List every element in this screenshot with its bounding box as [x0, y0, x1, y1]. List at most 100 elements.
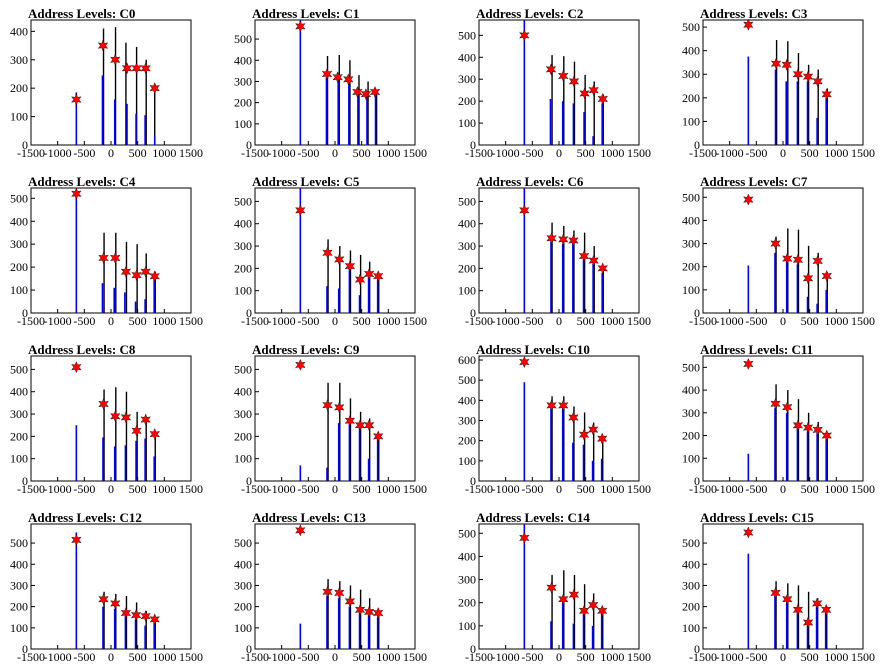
- peak-star-marker: [120, 411, 132, 424]
- peak-star-marker: [781, 58, 792, 71]
- peak-star-marker: [802, 421, 814, 434]
- y-tick-label: 500: [458, 194, 476, 208]
- x-tick-label: -1500: [465, 146, 493, 160]
- chart-panel: Address Levels: C11 0 100 200 300 400 500 -1500…: [672, 336, 896, 504]
- peak-star-marker: [121, 62, 133, 75]
- chart-panel: Address Levels: C8 0 100 200 300 400 500 -1500-…: [0, 336, 224, 504]
- x-tick-label: 1500: [179, 314, 203, 328]
- y-tick-label: 500: [682, 20, 700, 34]
- peak-star-marker: [140, 413, 151, 426]
- x-tick-label: -1500: [241, 650, 269, 664]
- chart-panel: Address Levels: C0 0 100 200 300 400 -1500 -100…: [0, 0, 224, 168]
- x-tick-label: -1000: [716, 314, 744, 328]
- x-tick-label: -500: [521, 314, 543, 328]
- y-tick-label: 500: [458, 373, 476, 387]
- x-tick-label: 1500: [851, 146, 875, 160]
- peak-star-marker: [97, 39, 109, 52]
- y-tick-label: 200: [234, 429, 252, 443]
- peak-star-marker: [140, 265, 151, 278]
- peak-star-marker: [71, 93, 82, 106]
- y-tick-label: 300: [234, 74, 252, 88]
- chart-title: Address Levels: C6: [476, 174, 584, 189]
- chart-title: Address Levels: C15: [700, 510, 814, 525]
- y-tick-label: 500: [682, 536, 700, 550]
- peak-star-marker: [98, 593, 109, 606]
- peak-star-marker: [770, 586, 781, 599]
- peak-star-marker: [149, 613, 160, 626]
- plot-frame: [702, 187, 864, 314]
- peak-star-marker: [110, 597, 121, 610]
- y-tick-label: 0: [694, 474, 700, 488]
- y-tick-label: 200: [10, 429, 28, 443]
- y-tick-label: 400: [458, 50, 476, 64]
- x-tick-label: 0: [108, 314, 114, 328]
- peak-star-marker: [363, 419, 375, 432]
- y-tick-label: 400: [10, 557, 28, 571]
- x-tick-label: 1000: [376, 650, 400, 664]
- y-tick-label: 200: [458, 596, 476, 610]
- x-tick-label: -1500: [689, 650, 717, 664]
- peak-star-marker: [360, 88, 372, 101]
- peak-star-marker: [354, 603, 366, 616]
- peak-star-marker: [546, 232, 557, 245]
- x-tick-label: -1000: [268, 482, 296, 496]
- chart-plot: 0 100 200 300 400 500 -1500-1000 -500 0 500 1000 15…: [234, 187, 427, 328]
- plot-frame: [30, 523, 192, 650]
- x-tick-label: 500: [353, 146, 371, 160]
- peak-star-marker: [322, 585, 333, 598]
- y-tick-label: 300: [458, 573, 476, 587]
- peak-star-marker: [578, 604, 590, 617]
- y-tick-label: 400: [10, 214, 28, 228]
- plot-frame: [702, 355, 864, 482]
- chart-plot: 0 100 200 300 400 500 -1500-1000 -500 0 500 1000 15…: [458, 523, 651, 664]
- x-tick-label: -1500: [465, 482, 493, 496]
- y-tick-label: 200: [10, 260, 28, 274]
- peak-star-marker: [344, 595, 356, 608]
- y-tick-label: 100: [458, 116, 476, 130]
- y-tick-label: 100: [458, 619, 476, 633]
- peak-star-marker: [321, 67, 333, 81]
- x-tick-label: -1000: [492, 314, 520, 328]
- peak-star-marker: [546, 399, 557, 412]
- y-tick-label: 200: [458, 261, 476, 275]
- y-tick-label: 100: [682, 621, 700, 635]
- peak-star-marker: [149, 82, 160, 95]
- y-tick-label: 500: [234, 536, 252, 550]
- x-tick-label: 500: [577, 482, 595, 496]
- plot-frame: [254, 19, 416, 146]
- plot-frame: [702, 19, 864, 146]
- x-tick-label: 500: [129, 146, 147, 160]
- peak-star-marker: [792, 253, 804, 266]
- y-tick-label: 400: [458, 549, 476, 563]
- chart-plot: 0 100 200 300 400 500 -1500-1000 -500 0 500 1000 15…: [682, 355, 875, 496]
- y-tick-label: 200: [234, 96, 252, 110]
- plot-frame: [478, 355, 640, 482]
- plot-frame: [478, 187, 640, 314]
- peak-star-marker: [782, 401, 793, 414]
- y-tick-label: 200: [234, 600, 252, 614]
- x-tick-label: 1500: [403, 146, 427, 160]
- chart-title: Address Levels: C0: [28, 6, 136, 21]
- x-tick-label: -1000: [492, 650, 520, 664]
- x-tick-label: -1500: [241, 146, 269, 160]
- peak-star-marker: [545, 63, 557, 76]
- x-tick-label: 1000: [600, 482, 624, 496]
- peak-star-marker: [588, 254, 599, 267]
- x-tick-label: -1000: [716, 650, 744, 664]
- peak-star-marker: [71, 187, 82, 200]
- chart-panel: Address Levels: C13 0 100 200 300 400 500 -1500…: [224, 504, 448, 672]
- peak-star-marker: [770, 57, 782, 70]
- y-tick-label: 0: [246, 306, 252, 320]
- y-tick-label: 300: [10, 53, 28, 67]
- peak-star-marker: [519, 204, 530, 217]
- y-tick-label: 300: [234, 239, 252, 253]
- peak-star-marker: [98, 251, 109, 264]
- y-tick-label: 400: [234, 53, 252, 67]
- peak-star-marker: [802, 70, 814, 83]
- peak-star-marker: [743, 357, 754, 370]
- peak-star-marker: [344, 414, 356, 427]
- plot-frame: [254, 187, 416, 314]
- peak-star-marker: [295, 20, 306, 33]
- x-tick-label: 1500: [627, 314, 651, 328]
